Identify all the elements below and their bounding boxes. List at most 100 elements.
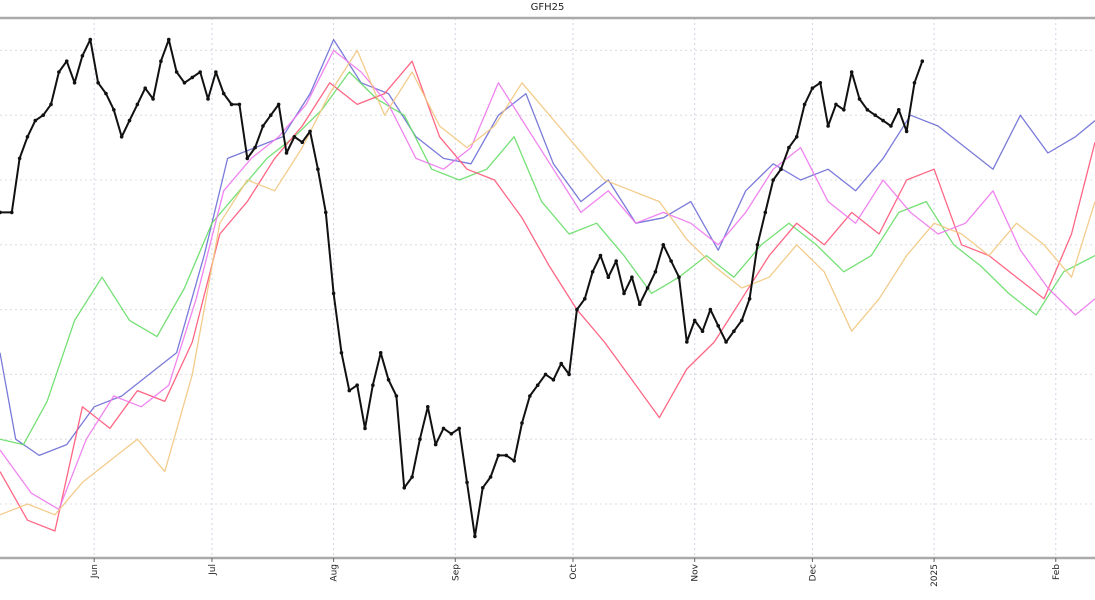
x-tick-label: 2025 [930, 564, 940, 587]
series-point [637, 302, 642, 307]
series-point [119, 135, 124, 139]
series-point [96, 81, 100, 85]
series-point [159, 59, 163, 63]
series-point [127, 118, 132, 123]
series-point [190, 75, 195, 80]
series-point [253, 145, 257, 150]
series-point [166, 37, 171, 42]
x-tick-label: Feb [1052, 564, 1062, 580]
series-point [582, 297, 587, 301]
series-line [0, 49, 1095, 516]
series-point [904, 129, 909, 134]
series-point [198, 70, 202, 74]
series-point [488, 475, 493, 479]
series-point [425, 405, 430, 409]
series-point [339, 351, 344, 355]
x-tick-label: Jul [208, 564, 218, 576]
x-tick-label: Oct [569, 564, 579, 580]
series-point [214, 70, 218, 74]
series-point [771, 178, 775, 182]
series-point [323, 210, 328, 215]
series-point [378, 351, 383, 355]
series-point [480, 486, 485, 490]
series-point [739, 318, 744, 323]
series-point [551, 378, 556, 382]
series-point [685, 340, 689, 344]
series-point [41, 113, 45, 117]
series-point [182, 81, 187, 85]
series-point [284, 151, 289, 155]
series-point [912, 81, 917, 85]
series-point [692, 318, 697, 323]
series-point [49, 102, 53, 107]
series-point [112, 108, 116, 112]
series-point [512, 459, 516, 463]
series-line-main [0, 38, 924, 538]
series-point [418, 437, 422, 442]
series-point [716, 324, 721, 328]
series-point [535, 383, 540, 388]
series-point [849, 70, 854, 74]
x-tick-label: Dec [808, 564, 818, 581]
series-point [316, 167, 320, 171]
series-point [873, 113, 878, 117]
series-point [575, 307, 579, 312]
series-point [630, 275, 634, 280]
series-point [347, 388, 352, 393]
series-line [0, 38, 1095, 457]
series-point [363, 426, 367, 431]
series-point [606, 275, 611, 280]
series-point [755, 243, 760, 247]
series-point [206, 97, 210, 101]
series-point [590, 270, 595, 274]
series-point [896, 108, 901, 112]
series-point [614, 259, 618, 263]
series-point [88, 37, 93, 42]
series-point [433, 442, 438, 447]
series-point [857, 97, 862, 101]
series-point [292, 135, 297, 139]
series-point [763, 210, 768, 215]
series-point [661, 243, 666, 247]
series-point [221, 91, 226, 96]
series-point [724, 340, 728, 344]
series-point [834, 102, 838, 107]
series-point [104, 91, 108, 96]
series-point [465, 480, 469, 485]
series-point [143, 86, 148, 90]
series-point [261, 124, 265, 128]
series-point [810, 86, 815, 90]
series-line [0, 49, 1095, 511]
series-point [331, 291, 336, 296]
series-point [441, 426, 446, 431]
series-point [520, 421, 524, 425]
series-point [645, 286, 650, 290]
x-tick-label: Nov [691, 563, 701, 581]
x-tick-label: Sep [451, 564, 461, 581]
x-tick-label: Aug [330, 564, 340, 582]
series-point [237, 102, 242, 107]
series-point [151, 97, 155, 101]
series-point [371, 383, 375, 388]
series-point [802, 102, 807, 107]
series-line [0, 60, 1095, 532]
series-point [559, 361, 564, 366]
series-point [889, 124, 893, 128]
series-point [700, 329, 705, 334]
series-point [732, 329, 736, 334]
grid-layer [0, 18, 1095, 558]
series-point [842, 108, 846, 112]
series-point [528, 394, 532, 398]
series-point [881, 118, 885, 123]
chart-title: GFH25 [530, 2, 565, 13]
series-point [276, 102, 281, 107]
series-point [72, 81, 77, 85]
series-point [410, 475, 414, 479]
series-point [543, 372, 548, 377]
series-point [747, 297, 752, 301]
series-point [25, 135, 30, 139]
series-point [496, 453, 501, 458]
series-point [653, 270, 658, 274]
series-point [9, 210, 14, 215]
series-point [598, 253, 603, 258]
